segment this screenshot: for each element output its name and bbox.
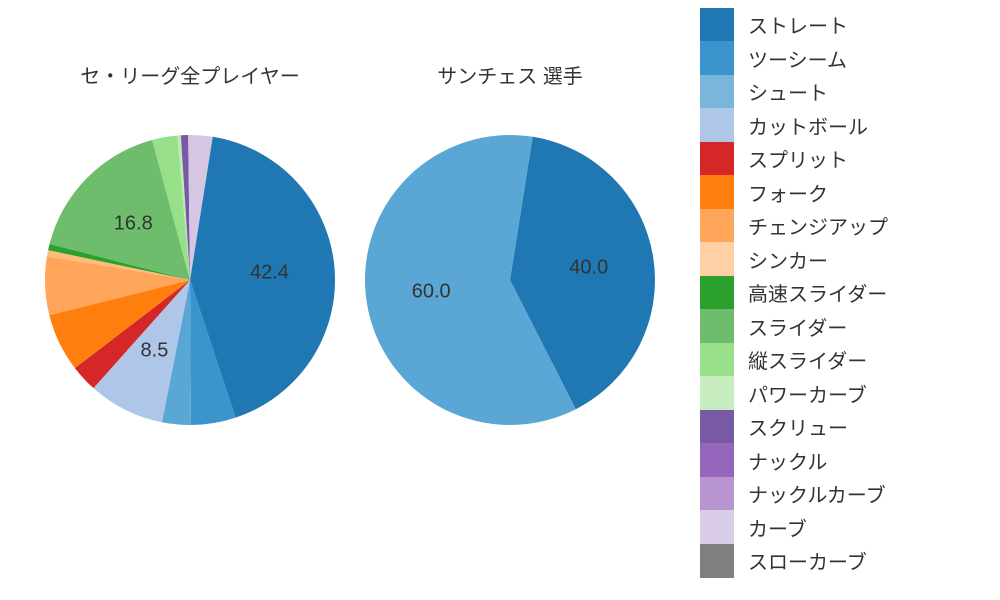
legend-label: カットボール xyxy=(748,111,868,140)
legend-item: ナックル xyxy=(700,444,980,478)
legend-label: 高速スライダー xyxy=(748,278,887,307)
legend-item: シンカー xyxy=(700,243,980,277)
legend-swatch xyxy=(700,142,734,176)
legend-label: スローカーブ xyxy=(748,546,867,575)
legend-label: スクリュー xyxy=(748,412,848,441)
legend-swatch xyxy=(700,477,734,511)
legend-swatch xyxy=(700,544,734,578)
legend-item: ツーシーム xyxy=(700,42,980,76)
legend-item: ストレート xyxy=(700,8,980,42)
legend-label: パワーカーブ xyxy=(748,379,867,408)
legend-swatch xyxy=(700,276,734,310)
legend-swatch xyxy=(700,242,734,276)
legend: ストレートツーシームシュートカットボールスプリットフォークチェンジアップシンカー… xyxy=(700,8,980,578)
legend-swatch xyxy=(700,108,734,142)
legend-item: シュート xyxy=(700,75,980,109)
legend-item: チェンジアップ xyxy=(700,209,980,243)
legend-label: スプリット xyxy=(748,144,848,173)
legend-swatch xyxy=(700,410,734,444)
legend-item: スローカーブ xyxy=(700,544,980,578)
legend-label: シュート xyxy=(748,77,828,106)
legend-item: スクリュー xyxy=(700,410,980,444)
legend-item: スプリット xyxy=(700,142,980,176)
legend-swatch xyxy=(700,343,734,377)
legend-swatch xyxy=(700,376,734,410)
legend-item: ナックルカーブ xyxy=(700,477,980,511)
legend-label: シンカー xyxy=(748,245,828,274)
legend-label: ナックル xyxy=(748,446,827,475)
legend-item: カットボール xyxy=(700,109,980,143)
legend-item: 縦スライダー xyxy=(700,343,980,377)
legend-label: ナックルカーブ xyxy=(748,479,886,508)
legend-swatch xyxy=(700,209,734,243)
pie-label-slider: 16.8 xyxy=(114,212,153,235)
pie-label-twoseam: 60.0 xyxy=(412,281,451,304)
legend-swatch xyxy=(700,309,734,343)
legend-swatch xyxy=(700,75,734,109)
legend-label: スライダー xyxy=(748,312,847,341)
legend-label: ストレート xyxy=(748,10,848,39)
legend-item: 高速スライダー xyxy=(700,276,980,310)
legend-swatch xyxy=(700,41,734,75)
chart-container: { "chart1": { "type": "pie", "title": "セ… xyxy=(0,0,1000,600)
legend-label: 縦スライダー xyxy=(748,345,867,374)
legend-label: フォーク xyxy=(748,178,828,207)
legend-swatch xyxy=(700,175,734,209)
legend-swatch xyxy=(700,443,734,477)
legend-label: ツーシーム xyxy=(748,44,847,73)
pie-label-straight: 40.0 xyxy=(569,256,608,279)
pie-label-cutball: 8.5 xyxy=(141,340,169,363)
legend-item: スライダー xyxy=(700,310,980,344)
legend-item: カーブ xyxy=(700,511,980,545)
legend-item: パワーカーブ xyxy=(700,377,980,411)
legend-label: チェンジアップ xyxy=(748,211,888,240)
legend-label: カーブ xyxy=(748,513,807,542)
legend-swatch xyxy=(700,510,734,544)
legend-swatch xyxy=(700,8,734,42)
pie-label-straight: 42.4 xyxy=(250,262,289,285)
legend-item: フォーク xyxy=(700,176,980,210)
